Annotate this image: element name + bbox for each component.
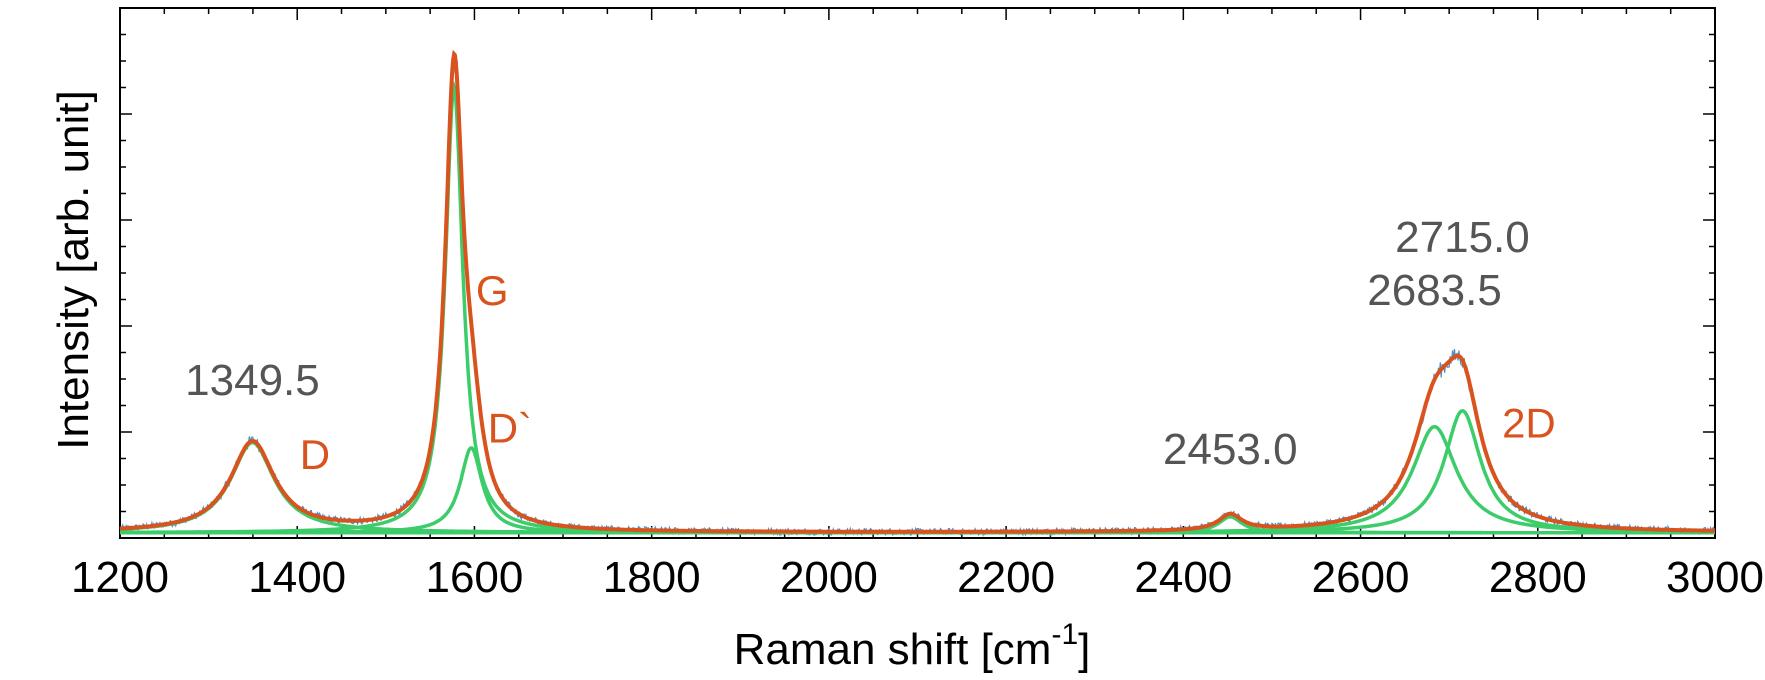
y-axis-ticks — [120, 7, 1715, 539]
x-tick-label: 2800 — [1489, 553, 1587, 602]
peak-position-label: 2453.0 — [1163, 425, 1298, 474]
x-tick-label: 2600 — [1312, 553, 1410, 602]
x-axis-title: Raman shift [cm-1] — [734, 618, 1091, 674]
peak-position-label: 1349.5 — [185, 356, 320, 405]
x-axis-title-superscript: -1 — [1051, 618, 1078, 651]
x-axis-title-suffix: ] — [1078, 625, 1090, 674]
x-tick-label: 1400 — [248, 553, 346, 602]
x-tick-label: 2200 — [957, 553, 1055, 602]
component-fit-line-5 — [120, 409, 1715, 535]
x-tick-label: 1800 — [603, 553, 701, 602]
peak-position-label: 2683.5 — [1367, 266, 1502, 315]
band-label: D — [300, 431, 330, 478]
x-tick-label: 1600 — [425, 553, 523, 602]
x-tick-label: 3000 — [1666, 553, 1764, 602]
x-axis-title-main: Raman shift [cm — [734, 625, 1052, 674]
band-label: G — [476, 267, 509, 314]
x-axis-ticks: 1200 1400 1600 1800 2000 2200 2400 2600 2800 3000 — [71, 8, 1764, 602]
peak-position-label: 2715.0 — [1395, 213, 1530, 262]
x-tick-label: 2000 — [780, 553, 878, 602]
measured-spectrum-line — [119, 52, 1716, 538]
band-label: D` — [488, 405, 532, 452]
total-fit-line — [119, 49, 1715, 534]
x-tick-label: 2400 — [1134, 553, 1232, 602]
band-label: 2D — [1502, 399, 1556, 446]
y-axis-title: Intensity [arb. unit] — [49, 90, 98, 450]
annotations-group: 1596.41577.01349.52453.02715.02683.5GDD`… — [185, 213, 1556, 478]
series-group — [119, 49, 1716, 538]
x-tick-label: 1200 — [71, 553, 169, 602]
